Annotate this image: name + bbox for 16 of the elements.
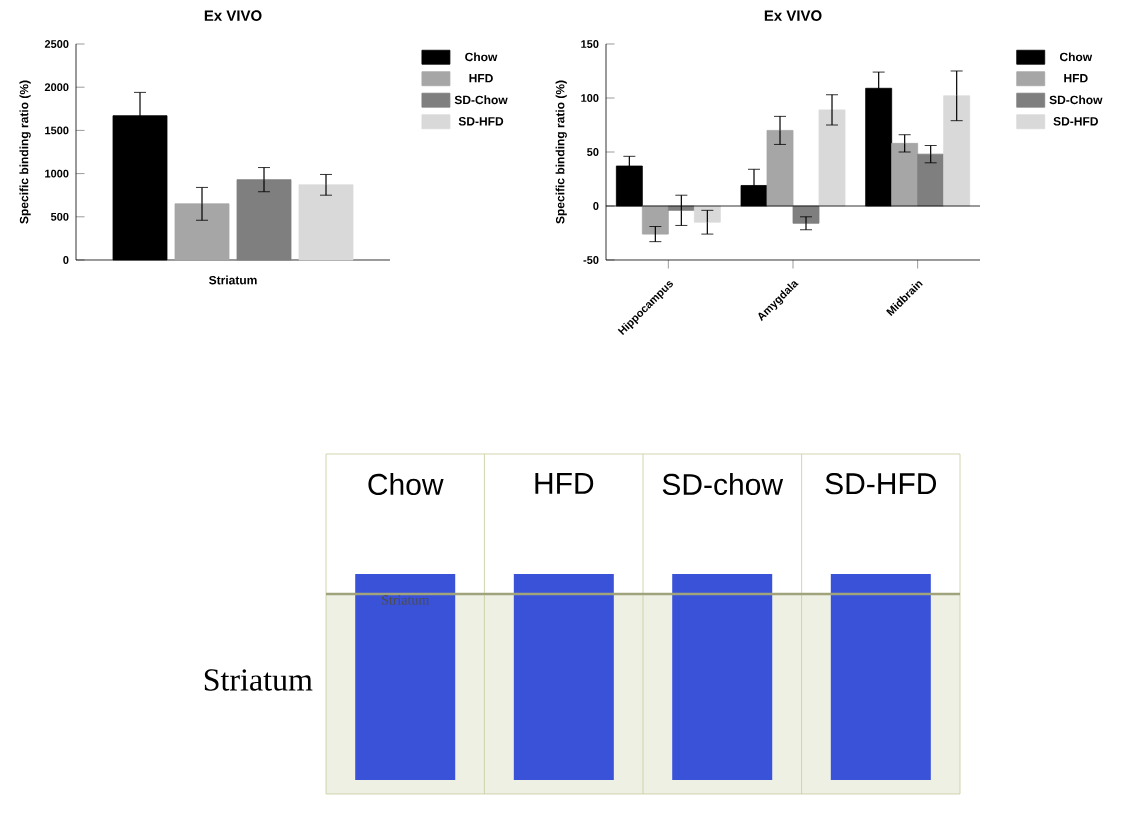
bar [641,205,669,235]
bar [792,205,820,224]
bar [891,142,919,207]
bar [236,179,292,261]
bar [766,130,794,207]
category-label: Chow [368,473,444,496]
bar [917,153,945,207]
category-label: SD-HFD [825,473,937,495]
category-label: SD-chow [662,473,784,496]
category-label: HFD [535,473,594,494]
bar [174,203,230,261]
bar [693,205,721,223]
category-label: Striatum [204,669,313,691]
bar [298,184,354,261]
bar [818,109,846,207]
bar [943,95,971,207]
